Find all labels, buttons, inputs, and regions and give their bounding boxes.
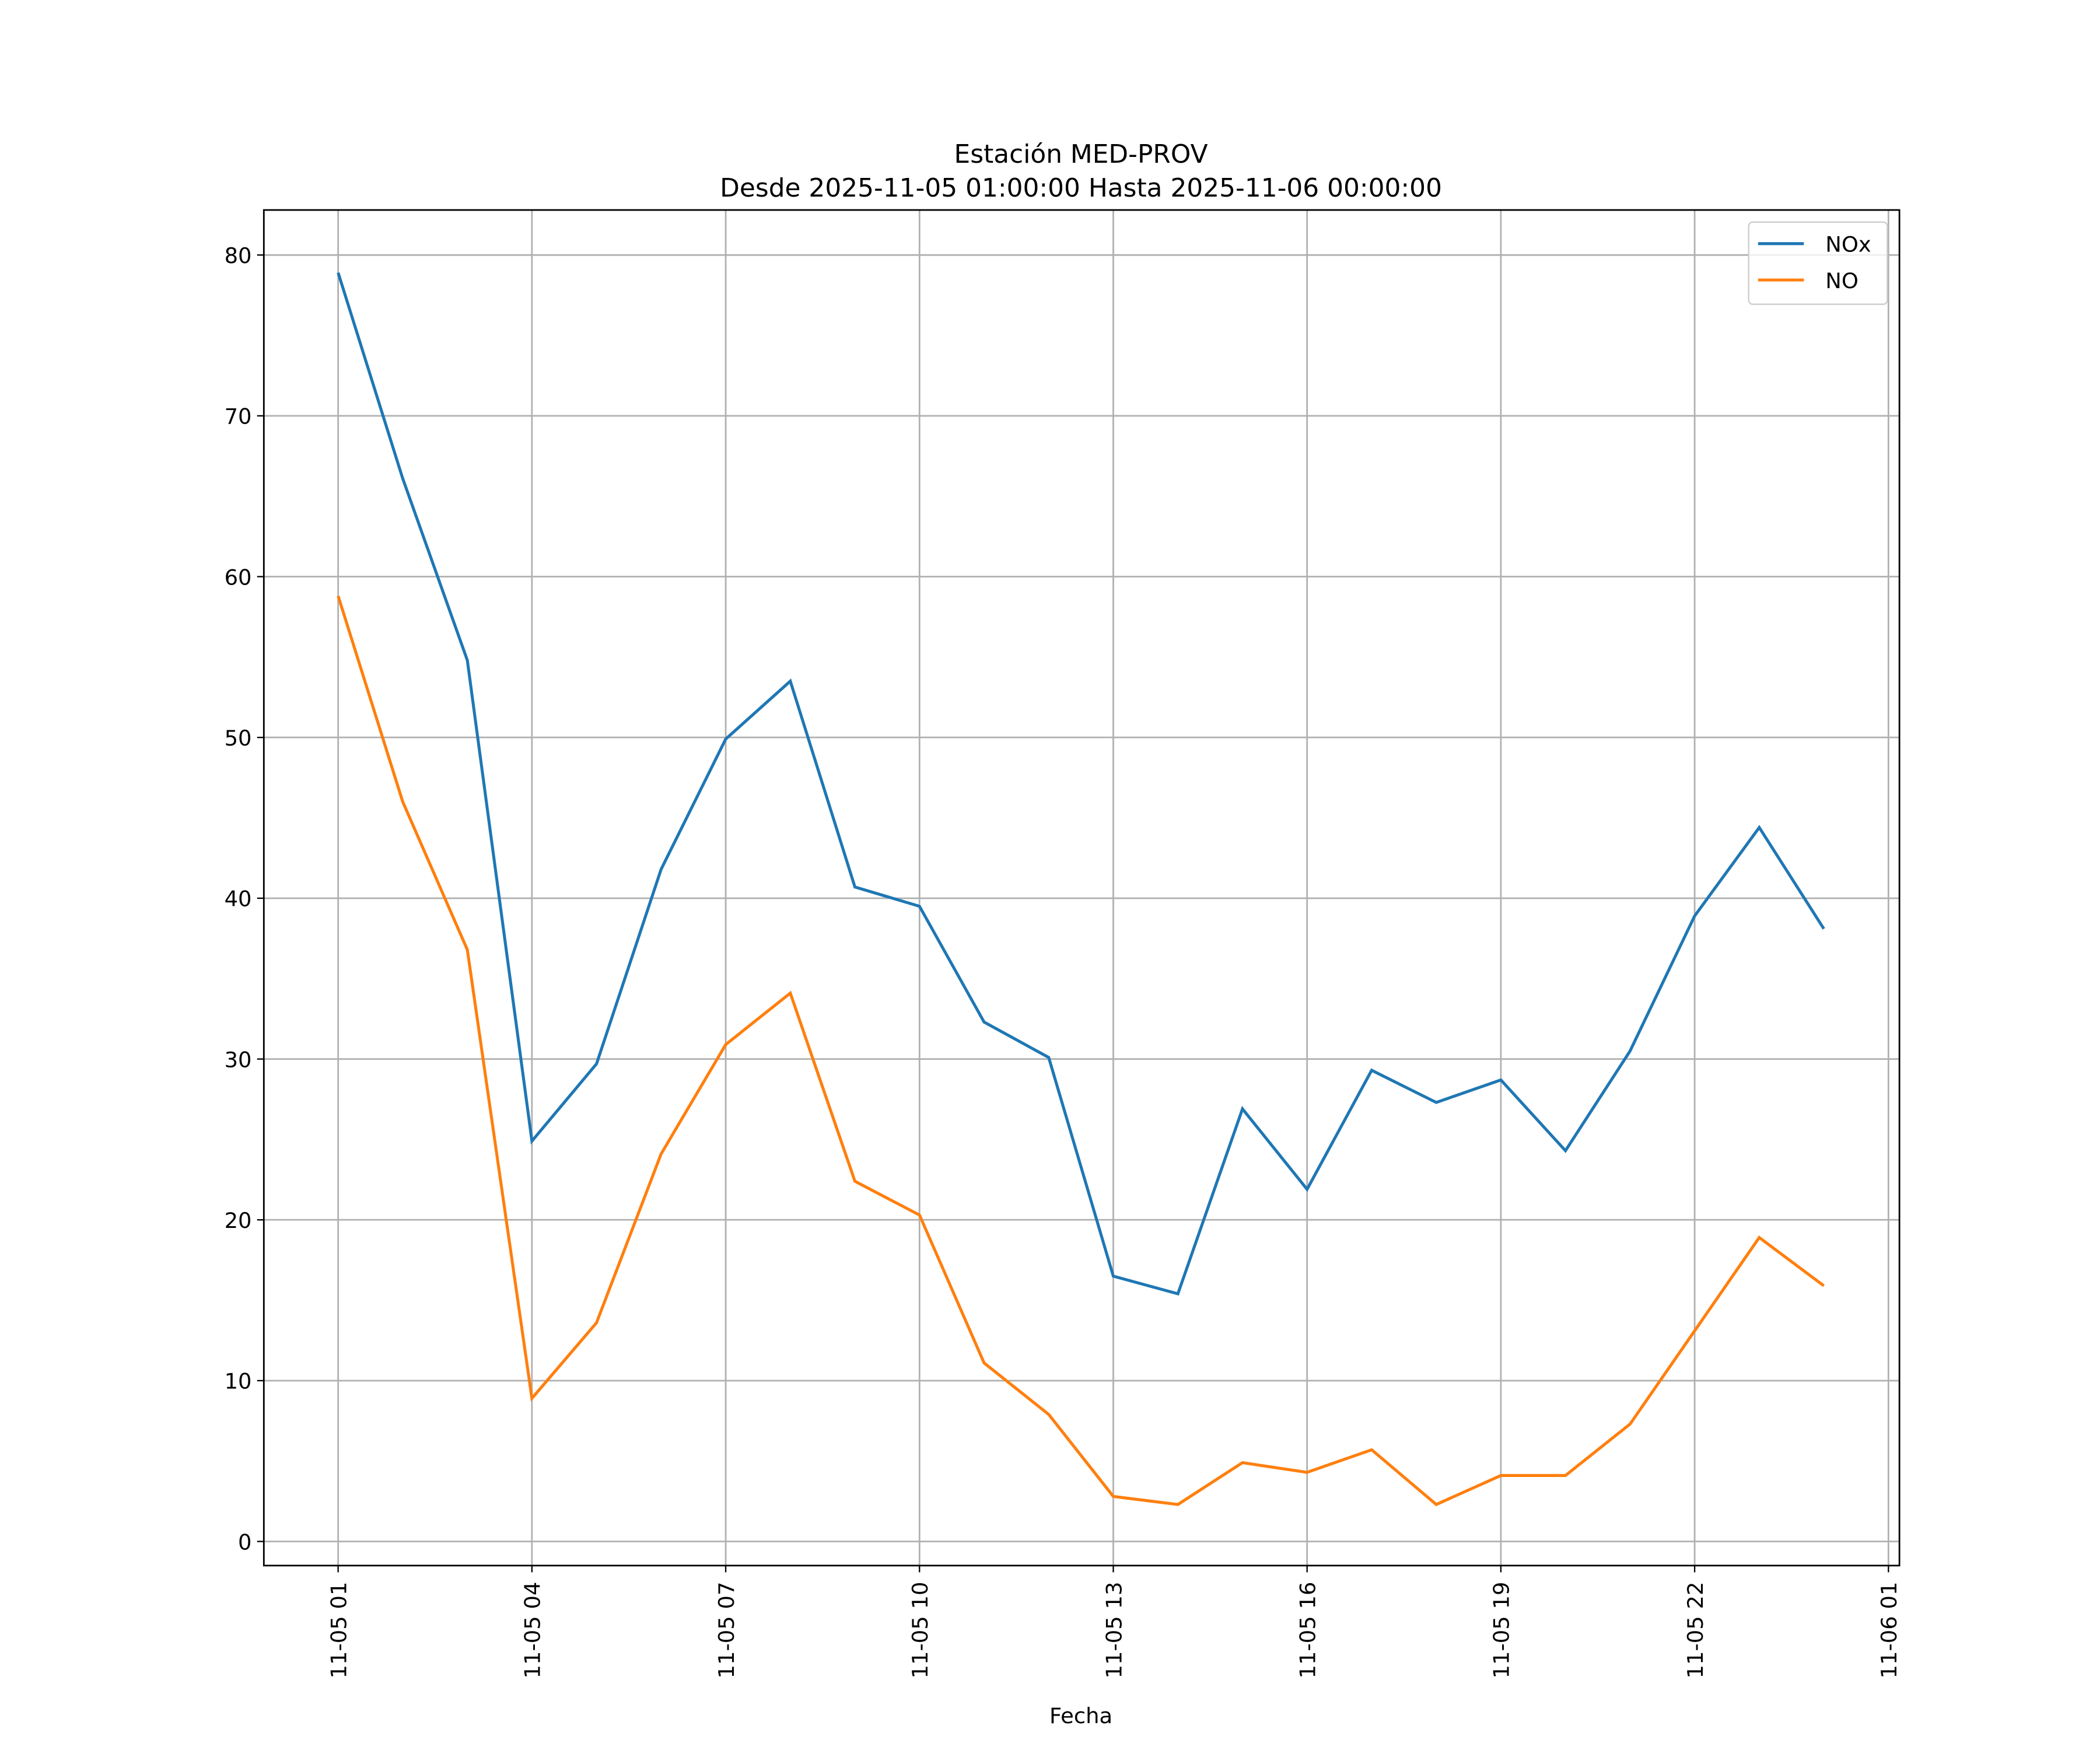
series-line-no [337,595,1825,1507]
x-axis-label: Fecha [1049,1703,1112,1728]
y-tick-label: 30 [225,1047,252,1072]
x-tick-label: 11-05 01 [327,1582,352,1679]
y-tick-label: 20 [225,1208,252,1233]
x-tick-label: 11-05 16 [1296,1582,1321,1679]
y-tick-label: 70 [225,404,252,429]
legend: NOx NO [1748,221,1888,305]
ticks: 0 10 20 30 40 50 60 70 80 11-05 01 11-05 04 11-05 0… [225,243,1902,1678]
chart-title: Estación MED-PROV [954,139,1208,169]
series-lines [337,272,1825,1507]
legend-label-no: NO [1825,268,1859,293]
x-tick-label: 11-06 01 [1877,1582,1902,1679]
plot-frame [262,209,1901,1567]
y-tick-label: 0 [238,1530,251,1555]
y-tick-label: 10 [225,1369,252,1394]
y-tick-label: 60 [225,565,252,590]
y-tick-label: 80 [225,243,252,268]
y-tick-label: 50 [225,726,252,751]
x-tick-label: 11-05 10 [908,1582,933,1679]
x-tick-label: 11-05 07 [714,1582,739,1679]
x-tick-label: 11-05 04 [520,1582,545,1679]
x-tick-label: 11-05 13 [1101,1582,1126,1679]
legend-label-nox: NOx [1825,232,1871,257]
chart-subtitle: Desde 2025-11-05 01:00:00 Hasta 2025-11-… [720,173,1442,203]
grid [264,209,1900,1566]
series-line-nox [337,272,1825,1296]
x-tick-label: 11-05 19 [1489,1582,1514,1679]
x-tick-label: 11-05 22 [1683,1582,1708,1679]
y-tick-label: 40 [225,887,252,912]
